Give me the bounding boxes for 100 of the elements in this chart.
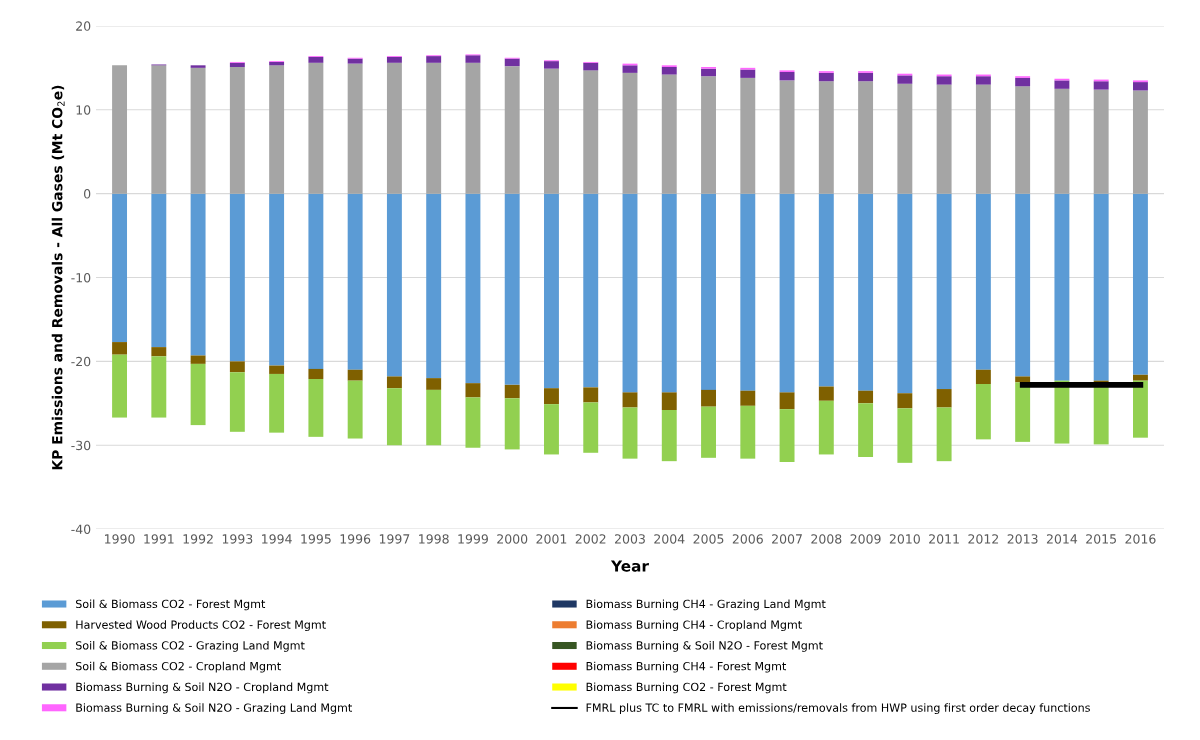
bar <box>1054 88 1070 194</box>
bar <box>504 398 520 450</box>
bar <box>544 61 559 69</box>
bar <box>779 409 795 463</box>
x-tick-label: 2014 <box>1046 534 1078 544</box>
bar <box>347 58 363 64</box>
bar <box>1054 193 1070 381</box>
bar <box>818 386 834 401</box>
bar <box>465 62 481 194</box>
bar <box>622 407 638 459</box>
bar <box>426 56 442 63</box>
bar <box>858 193 874 391</box>
bar <box>779 72 795 81</box>
bar <box>622 72 638 194</box>
x-tick-label: 2002 <box>575 534 606 544</box>
bar <box>936 193 952 390</box>
legend-label: Biomass Burning & Soil N2O - Cropland Mgmt <box>76 682 329 694</box>
bar <box>818 72 834 82</box>
bar <box>347 380 363 439</box>
bar <box>583 70 599 194</box>
bar <box>701 76 716 194</box>
bar <box>386 62 402 194</box>
bar <box>151 347 167 357</box>
x-tick-label: 2005 <box>693 534 724 544</box>
bar <box>1015 77 1031 87</box>
bar <box>465 193 481 384</box>
legend-label: Biomass Burning CO2 - Forest Mgmt <box>586 682 787 694</box>
bar <box>818 81 834 194</box>
bar <box>229 66 245 194</box>
bar <box>112 354 128 418</box>
bar <box>112 342 128 355</box>
y-tick-label: 10 <box>76 105 91 115</box>
legend-label: Harvested Wood Products CO2 - Forest Mgmt <box>76 620 326 631</box>
bar <box>347 63 363 194</box>
bar <box>151 65 167 194</box>
bar <box>740 77 756 194</box>
y-tick-label: -20 <box>71 356 91 367</box>
x-tick-label: 2009 <box>850 534 881 544</box>
bar <box>701 68 716 77</box>
bar <box>544 388 559 405</box>
bar <box>269 373 285 433</box>
bar <box>347 369 363 381</box>
bar <box>465 55 481 63</box>
bar <box>701 389 716 407</box>
bar <box>229 361 245 373</box>
bar <box>583 387 599 403</box>
bar <box>740 390 756 406</box>
bar <box>112 65 128 194</box>
legend-label: FMRL plus TC to FMRL with emissions/removals from HWP using first order decay functions <box>586 703 1090 714</box>
x-tick-label: 2016 <box>1125 534 1156 544</box>
x-tick-label: 2006 <box>732 534 763 544</box>
bar <box>269 193 285 366</box>
bar <box>858 403 874 457</box>
y-tick-label: 20 <box>76 21 91 31</box>
bar <box>858 81 874 194</box>
bar <box>229 193 245 362</box>
legend-label: Soil & Biomass CO2 - Cropland Mgmt <box>75 661 281 673</box>
x-tick-label: 2003 <box>615 534 645 544</box>
bar <box>190 67 206 194</box>
x-tick-label: 2004 <box>654 534 685 544</box>
bar <box>936 76 952 85</box>
bar <box>622 392 638 408</box>
y-tick-label: -40 <box>71 524 91 535</box>
bar <box>740 69 756 78</box>
y-tick-label: 0 <box>84 189 91 199</box>
bar <box>1015 382 1031 442</box>
x-tick-label: 2000 <box>497 534 528 544</box>
legend-label: Biomass Burning CH4 - Grazing Land Mgmt <box>586 599 826 611</box>
x-tick-label: 2011 <box>929 534 959 544</box>
x-tick-label: 1999 <box>458 534 488 544</box>
x-tick-label: 2001 <box>536 534 567 544</box>
bar <box>975 369 991 385</box>
bar <box>779 392 795 410</box>
bar <box>740 405 756 459</box>
bar <box>190 65 206 68</box>
bar <box>936 84 952 194</box>
bar <box>347 193 363 370</box>
bar <box>308 62 324 194</box>
bar <box>426 62 442 194</box>
y-axis-title: KP Emissions and Removals - All Gases (Mt CO$_{2}$e) <box>51 85 65 470</box>
x-tick-label: 1994 <box>262 534 292 544</box>
bar <box>386 193 402 377</box>
bar <box>151 356 167 418</box>
x-tick-label: 1996 <box>340 534 371 544</box>
bar <box>151 193 167 348</box>
x-tick-label: 1998 <box>419 534 449 544</box>
bar <box>1132 90 1148 194</box>
bar <box>465 383 481 398</box>
bar <box>897 83 913 194</box>
bar <box>858 72 874 82</box>
bar <box>544 68 559 194</box>
bar <box>1093 81 1109 90</box>
legend-label: Biomass Burning & Soil N2O - Grazing Land Mgmt <box>76 703 352 714</box>
bar <box>1054 380 1070 444</box>
bar <box>661 392 677 411</box>
bar <box>897 393 913 409</box>
bar <box>1093 193 1109 381</box>
bar <box>465 397 481 448</box>
bar <box>426 193 442 379</box>
bar <box>308 378 324 437</box>
